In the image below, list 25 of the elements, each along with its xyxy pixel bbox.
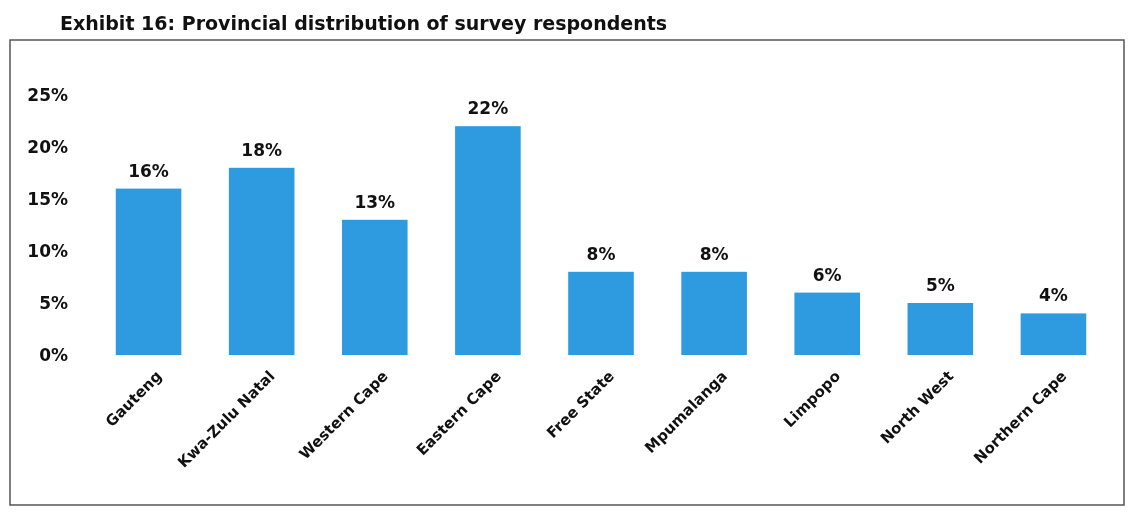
y-tick-label: 15% <box>27 188 68 209</box>
data-label: 18% <box>241 139 283 160</box>
data-label: 8% <box>699 243 729 264</box>
bar <box>681 271 747 355</box>
data-label: 4% <box>1039 285 1068 306</box>
bar <box>455 126 521 355</box>
bar <box>568 271 634 355</box>
data-label: 16% <box>128 160 169 181</box>
data-label: 5% <box>925 275 955 295</box>
data-label: 6% <box>812 264 842 285</box>
data-label: 22% <box>467 98 509 119</box>
bar <box>907 303 974 355</box>
bar <box>1020 313 1087 355</box>
data-label: 13% <box>354 191 396 212</box>
chart-title: Exhibit 16: Provincial distribution of survey respondents <box>60 12 668 34</box>
data-label: 8% <box>586 243 616 264</box>
bar <box>228 167 295 355</box>
y-tick-label: 20% <box>27 136 68 157</box>
bar <box>115 188 182 355</box>
y-tick-label: 10% <box>27 240 68 261</box>
y-tick-label: 25% <box>27 84 68 105</box>
y-tick-label: 0% <box>39 344 68 365</box>
bar <box>341 219 408 355</box>
y-tick-label: 5% <box>39 292 68 313</box>
bar <box>794 292 861 355</box>
